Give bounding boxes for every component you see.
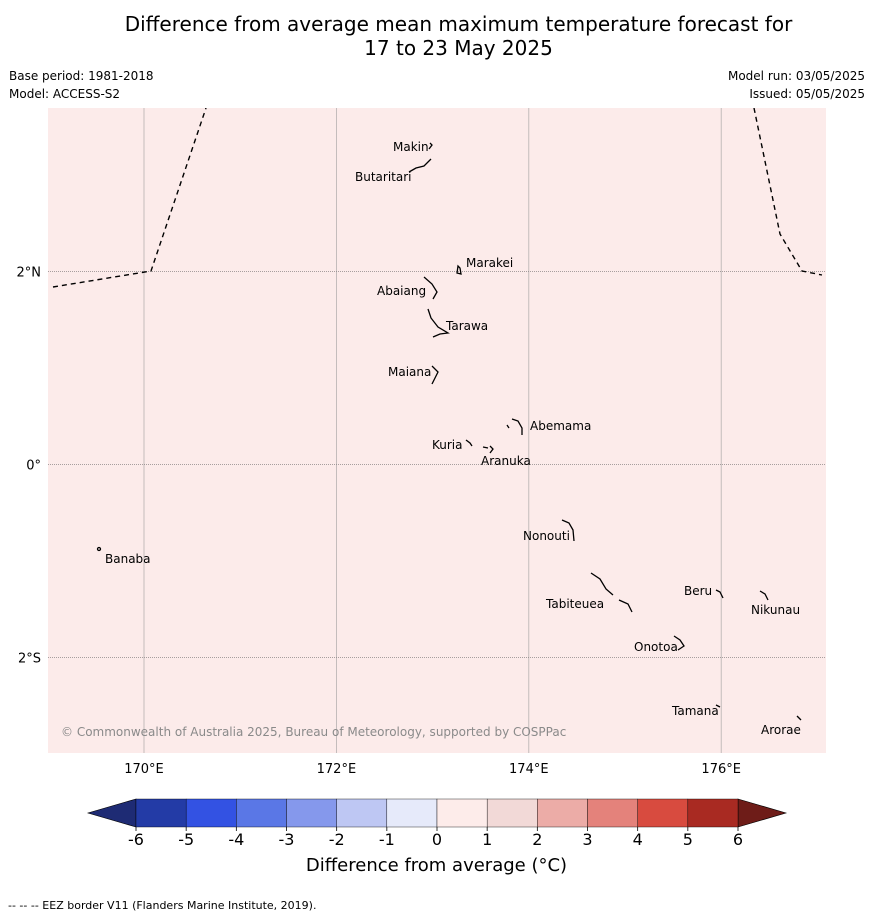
island-label-banaba: Banaba: [105, 552, 151, 566]
issued-date: Issued: 05/05/2025: [749, 87, 865, 101]
island-label-beru: Beru: [684, 584, 712, 598]
lon-tick-label: 170°E: [124, 762, 164, 777]
island-outlines: [96, 142, 802, 721]
colorbar: -6 -5 -4 -3 -2 -1 0 1 2 3 4 5 6: [86, 798, 788, 849]
colorbar-tick-label: 6: [733, 830, 743, 849]
island-label-tarawa: Tarawa: [445, 319, 488, 333]
island-label-kuria: Kuria: [432, 438, 463, 452]
island-shape-nikunau: [759, 590, 769, 601]
island-shape-abaiang: [423, 276, 438, 300]
island-label-aranuka: Aranuka: [481, 454, 531, 468]
island-shape-tamana: [715, 704, 721, 708]
island-label-arorae: Arorae: [761, 723, 801, 737]
colorbar-tick-label: -5: [178, 830, 194, 849]
lat-tick-label: 2°N: [17, 266, 42, 281]
colorbar-segment: [185, 798, 237, 828]
island-shape-onotoa: [673, 635, 685, 651]
colorbar-segment: [436, 798, 488, 828]
model-name: Model: ACCESS-S2: [9, 87, 121, 101]
colorbar-segment: [386, 798, 438, 828]
title-line-2: 17 to 23 May 2025: [364, 36, 553, 60]
colorbar-segment: [135, 798, 187, 828]
island-label-makin: Makin: [393, 140, 429, 154]
meta-right: Model run: 03/05/2025 Issued: 05/05/2025: [728, 67, 865, 103]
island-label-abemama: Abemama: [530, 419, 591, 433]
island-shape-maiana: [431, 365, 439, 385]
eez-borders: [52, 108, 823, 288]
island-label-marakei: Marakei: [466, 256, 513, 270]
meta-left: Base period: 1981-2018 Model: ACCESS-S2: [9, 67, 154, 103]
lat-tick-label: 2°S: [18, 652, 41, 667]
island-label-onotoa: Onotoa: [634, 640, 678, 654]
axis-tick-labels: 170°E 172°E 174°E 176°E 2°N 0° 2°S: [17, 266, 741, 778]
colorbar-tick-label: -2: [329, 830, 345, 849]
colorbar-tick-label: -6: [128, 830, 144, 849]
colorbar-segment: [587, 798, 638, 828]
colorbar-tick-label: 3: [582, 830, 592, 849]
lat-tick-label: 0°: [26, 459, 41, 474]
colorbar-label: Difference from average (°C): [305, 855, 568, 876]
colorbar-tick-label: 2: [532, 830, 542, 849]
colorbar-segment: [336, 798, 388, 828]
colorbar-over-arrow: [737, 798, 788, 828]
eez-border-west: [52, 108, 207, 288]
colorbar-segment: [537, 798, 588, 828]
lon-tick-label: 172°E: [317, 762, 357, 777]
title-line-1: Difference from average mean maximum tem…: [124, 12, 793, 36]
colorbar-tick-label: 5: [683, 830, 693, 849]
chart-title: Difference from average mean maximum tem…: [0, 12, 873, 60]
island-shape-abemama: [506, 418, 523, 435]
colorbar-segment: [236, 798, 287, 828]
island-shape-aranuka: [482, 445, 494, 454]
base-period: Base period: 1981-2018: [9, 69, 154, 83]
copyright-notice: © Commonwealth of Australia 2025, Bureau…: [61, 725, 566, 739]
island-label-nikunau: Nikunau: [751, 603, 800, 617]
colorbar-segment: [286, 798, 337, 828]
island-label-butaritari: Butaritari: [355, 170, 412, 184]
model-run: Model run: 03/05/2025: [727, 69, 865, 83]
colorbar-segment: [687, 798, 739, 828]
island-label-tabiteuea: Tabiteuea: [545, 597, 604, 611]
colorbar-tick-label: -4: [228, 830, 244, 849]
island-shape-nonouti: [561, 519, 575, 542]
island-shape-tabiteuea: [590, 572, 633, 613]
eez-border-east: [753, 108, 823, 276]
colorbar-under-arrow: [86, 798, 137, 828]
footer-note: -- -- -- EEZ border V11 (Flanders Marine…: [8, 899, 317, 912]
island-label-abaiang: Abaiang: [377, 284, 426, 298]
island-shape-tarawa: [427, 308, 450, 338]
island-shape-kuria: [465, 439, 473, 447]
lon-tick-label: 176°E: [701, 762, 741, 777]
island-shape-beru: [715, 589, 724, 599]
colorbar-segment: [637, 798, 689, 828]
island-shape-marakei: [456, 264, 462, 275]
map-background: [48, 108, 826, 753]
island-shape-makin: [428, 142, 433, 150]
island-shape-banaba: [96, 546, 102, 552]
lon-tick-label: 174°E: [509, 762, 549, 777]
island-label-nonouti: Nonouti: [523, 529, 570, 543]
colorbar-tick-label: 1: [482, 830, 492, 849]
island-labels: Makin Butaritari Marakei Abaiang Tarawa …: [105, 140, 801, 737]
graticule: [48, 108, 826, 753]
colorbar-tick-label: -3: [279, 830, 295, 849]
island-shape-butaritari: [408, 158, 432, 173]
island-shape-arorae: [796, 715, 802, 721]
colorbar-tick-label: 0: [432, 830, 442, 849]
island-label-maiana: Maiana: [388, 365, 431, 379]
colorbar-segment: [486, 798, 538, 828]
colorbar-tick-label: 4: [633, 830, 643, 849]
island-label-tamana: Tamana: [671, 704, 719, 718]
colorbar-tick-label: -1: [379, 830, 395, 849]
